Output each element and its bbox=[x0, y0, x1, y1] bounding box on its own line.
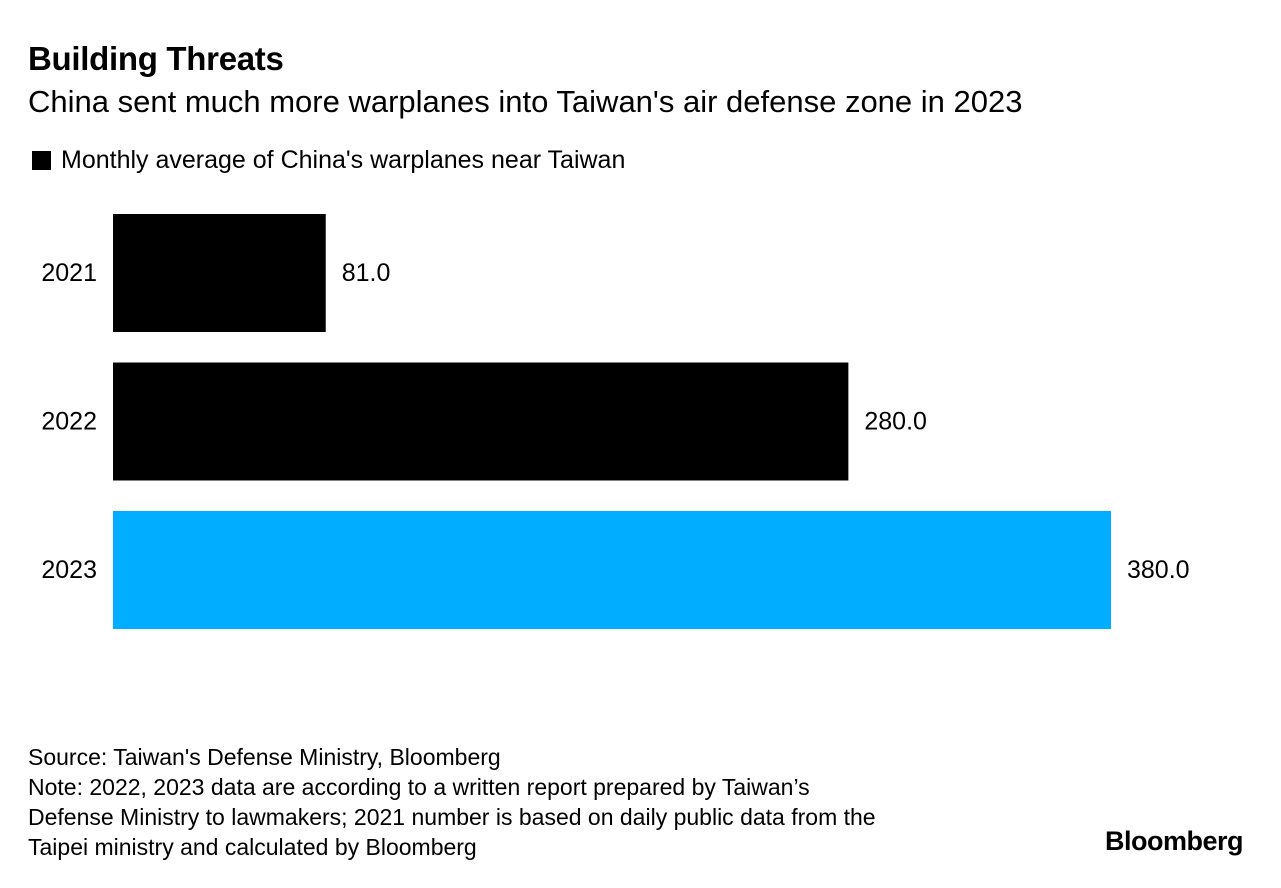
note-line-2: Defense Ministry to lawmakers; 2021 numb… bbox=[28, 804, 876, 830]
bar-chart: 2021 81.0 2022 280.0 2023 380.0 bbox=[41, 214, 1190, 629]
category-label-2021: 2021 bbox=[41, 259, 97, 287]
chart-subtitle: China sent much more warplanes into Taiw… bbox=[28, 84, 1023, 119]
legend: Monthly average of China's warplanes nea… bbox=[32, 146, 625, 175]
value-label-2022: 280.0 bbox=[864, 408, 927, 436]
bar-2023 bbox=[113, 511, 1111, 629]
chart-title: Building Threats bbox=[28, 40, 284, 77]
bloomberg-logo: Bloomberg bbox=[1104, 826, 1244, 856]
value-label-2023: 380.0 bbox=[1127, 556, 1190, 584]
category-label-2022: 2022 bbox=[41, 408, 97, 436]
bar-2022 bbox=[113, 362, 849, 481]
note-line-1: Note: 2022, 2023 data are according to a… bbox=[28, 774, 810, 800]
source-note: Source: Taiwan's Defense Ministry, Bloom… bbox=[28, 744, 501, 770]
value-label-2021: 81.0 bbox=[342, 259, 391, 287]
category-label-2023: 2023 bbox=[41, 556, 97, 584]
chart-footer: Source: Taiwan's Defense Ministry, Bloom… bbox=[28, 742, 876, 862]
legend-label: Monthly average of China's warplanes nea… bbox=[61, 146, 626, 174]
bar-2021 bbox=[113, 214, 326, 332]
note-line-3: Taipei ministry and calculated by Bloomb… bbox=[28, 834, 477, 860]
legend-swatch bbox=[32, 151, 51, 170]
